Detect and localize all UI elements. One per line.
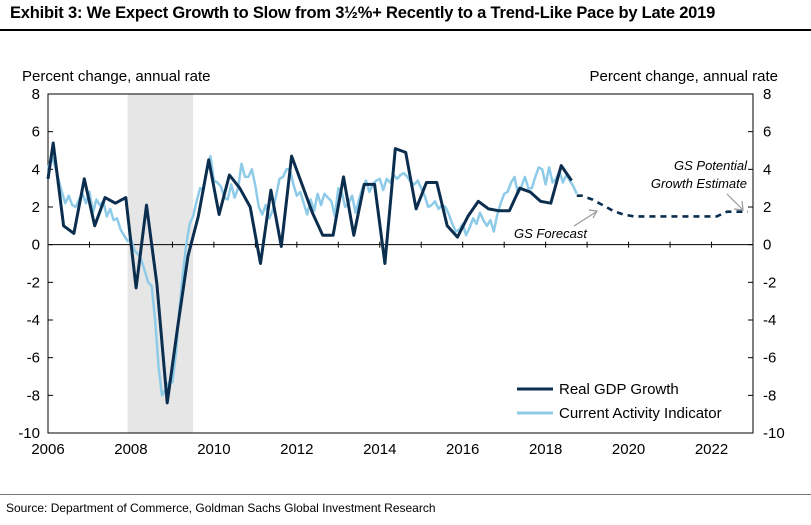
y-tick-label-right: 4 [763,161,771,178]
gdp-line [46,141,573,405]
x-tick-label: 2012 [280,441,313,458]
y-tick-label-left: -2 [27,274,40,291]
y-tick-label-left: -10 [18,425,40,442]
forecast-line [576,194,748,218]
y-tick-label-left: 2 [32,199,40,216]
legend: Real GDP Growth Current Activity Indicat… [517,381,722,422]
series-lines [46,141,748,405]
forecast-annotation: GS Forecast [514,226,588,241]
y-tick-label-left: -8 [27,387,40,404]
y-tick-label-left: 4 [32,161,40,178]
y-tick-label-right: 0 [763,237,771,254]
right-axis-label: Percent change, annual rate [590,68,778,85]
cai-line [46,154,578,397]
y-tick-label-right: -10 [763,425,785,442]
y-tick-label-left: -4 [27,312,40,329]
forecast-arrowhead [588,209,598,219]
annotation-arrows [573,193,744,227]
y-tick-label-right: 2 [763,199,771,216]
x-tick-label: 2018 [529,441,562,458]
x-tick-label: 2022 [695,441,728,458]
y-tick-label-left: -6 [27,350,40,367]
title-rule [0,29,811,31]
x-tick-label: 2020 [612,441,645,458]
x-tick-label: 2008 [114,441,147,458]
y-tick-label-left: 6 [32,124,40,141]
y-tick-label-right: 8 [763,86,771,103]
y-tick-label-left: 0 [32,237,40,254]
potential-annotation-line2: Growth Estimate [651,176,747,191]
legend-label-cai: Current Activity Indicator [559,405,722,422]
source-note: Source: Department of Commerce, Goldman … [6,501,436,515]
x-tick-label: 2006 [31,441,64,458]
potential-annotation-line1: GS Potential [674,158,748,173]
legend-label-gdp: Real GDP Growth [559,381,679,398]
forecast-arrow [573,211,597,227]
potential-arrowhead [733,200,744,211]
source-rule [0,494,811,495]
y-tick-label-right: -8 [763,387,776,404]
y-tick-label-right: -4 [763,312,776,329]
potential-arrow [726,193,743,210]
plot-frame [47,93,754,434]
y-tick-label-right: -6 [763,350,776,367]
left-axis-label: Percent change, annual rate [22,68,210,85]
y-tick-label-left: 8 [32,86,40,103]
page-title: Exhibit 3: We Expect Growth to Slow from… [10,4,716,22]
y-tick-label-right: 6 [763,124,771,141]
x-tick-label: 2014 [363,441,396,458]
x-tick-label: 2016 [446,441,479,458]
y-tick-label-right: -2 [763,274,776,291]
x-tick-label: 2010 [197,441,230,458]
